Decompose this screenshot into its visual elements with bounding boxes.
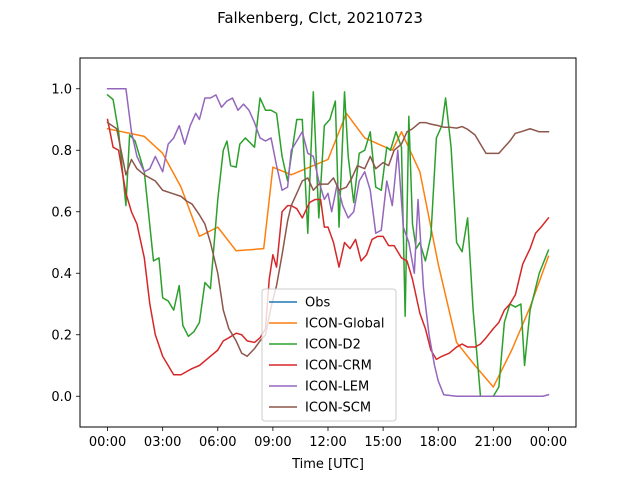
chart-title: Falkenberg, Clct, 20210723 [217, 9, 423, 27]
legend-label-icon-d2: ICON-D2 [305, 338, 361, 353]
x-tick-label: 03:00 [144, 435, 181, 450]
legend: Obs ICON-Global ICON-D2 ICON-CRM ICON-LEM ICO… [261, 288, 397, 422]
series-line-icon-d2 [106, 91, 550, 397]
y-tick-label: 0.8 [51, 144, 72, 159]
y-tick-label: 0.4 [51, 267, 72, 282]
plot-frame [79, 57, 577, 428]
x-tick-label: 00:00 [530, 435, 567, 450]
series-layer [106, 88, 550, 397]
x-tick-label: 18:00 [419, 435, 456, 450]
x-tick-label: 12:00 [309, 435, 346, 450]
x-axis-label: Time [UTC] [291, 457, 364, 472]
x-tick-label: 21:00 [475, 435, 512, 450]
x-tick-label: 00:00 [89, 435, 126, 450]
legend-label-icon-crm: ICON-CRM [305, 359, 372, 374]
legend-label-icon-scm: ICON-SCM [305, 401, 371, 416]
series-line-icon-lem [106, 88, 550, 397]
legend-box [261, 288, 397, 422]
y-tick-label: 0.6 [51, 205, 72, 220]
x-tick-label: 06:00 [199, 435, 236, 450]
y-tick-label: 0.2 [51, 328, 72, 343]
legend-label-obs: Obs [305, 296, 330, 311]
legend-label-icon-lem: ICON-LEM [305, 380, 369, 395]
axes-layer: 00:00 03:00 06:00 09:00 12:00 15:00 18:00 21:00… [51, 82, 567, 450]
y-tick-label: 1.0 [51, 82, 72, 97]
x-tick-label: 15:00 [364, 435, 401, 450]
y-tick-label: 0.0 [51, 390, 72, 405]
x-tick-label: 09:00 [254, 435, 291, 450]
series-line-icon-scm [106, 121, 550, 358]
legend-label-icon-global: ICON-Global [305, 317, 385, 332]
series-line-icon-crm [106, 118, 550, 376]
